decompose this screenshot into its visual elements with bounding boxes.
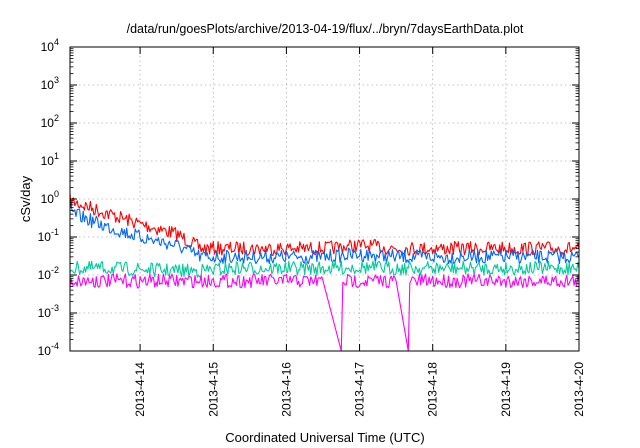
y-tick-label: 10-3 (38, 303, 59, 320)
x-tick-label: 2013-4-20 (572, 362, 586, 417)
series-line (69, 273, 580, 352)
grid (70, 47, 579, 351)
series-line (69, 205, 580, 265)
x-tick-labels: 2013-4-14 2013-4-15 2013-4-16 2013-4-17 2013… (133, 362, 586, 417)
x-tick-label: 2013-4-15 (206, 362, 220, 417)
y-axis-label: cSv/day (18, 175, 33, 222)
x-tick-label: 2013-4-19 (499, 362, 513, 417)
plot-series (69, 193, 580, 352)
y-tick-label: 101 (41, 151, 59, 168)
y-tick-label: 104 (41, 37, 59, 54)
x-axis-label: Coordinated Universal Time (UTC) (225, 430, 424, 445)
y-tick-label: 100 (41, 189, 59, 206)
y-tick-labels: 10-4 10-3 10-2 10-1 100 101 102 103 104 (38, 37, 59, 358)
x-tick-label: 2013-4-16 (279, 362, 293, 417)
y-tick-label: 10-4 (38, 341, 59, 358)
x-tick-label: 2013-4-18 (426, 362, 440, 417)
axis-ticks (70, 46, 580, 352)
x-tick-label: 2013-4-14 (133, 362, 147, 417)
y-tick-label: 10-1 (38, 227, 59, 244)
series-line (69, 260, 580, 278)
x-tick-label: 2013-4-17 (353, 362, 367, 417)
y-tick-label: 103 (41, 75, 59, 92)
y-tick-label: 10-2 (38, 265, 59, 282)
y-tick-label: 102 (41, 113, 59, 130)
series-line (69, 193, 580, 256)
chart-title: /data/run/goesPlots/archive/2013-04-19/f… (127, 22, 524, 36)
